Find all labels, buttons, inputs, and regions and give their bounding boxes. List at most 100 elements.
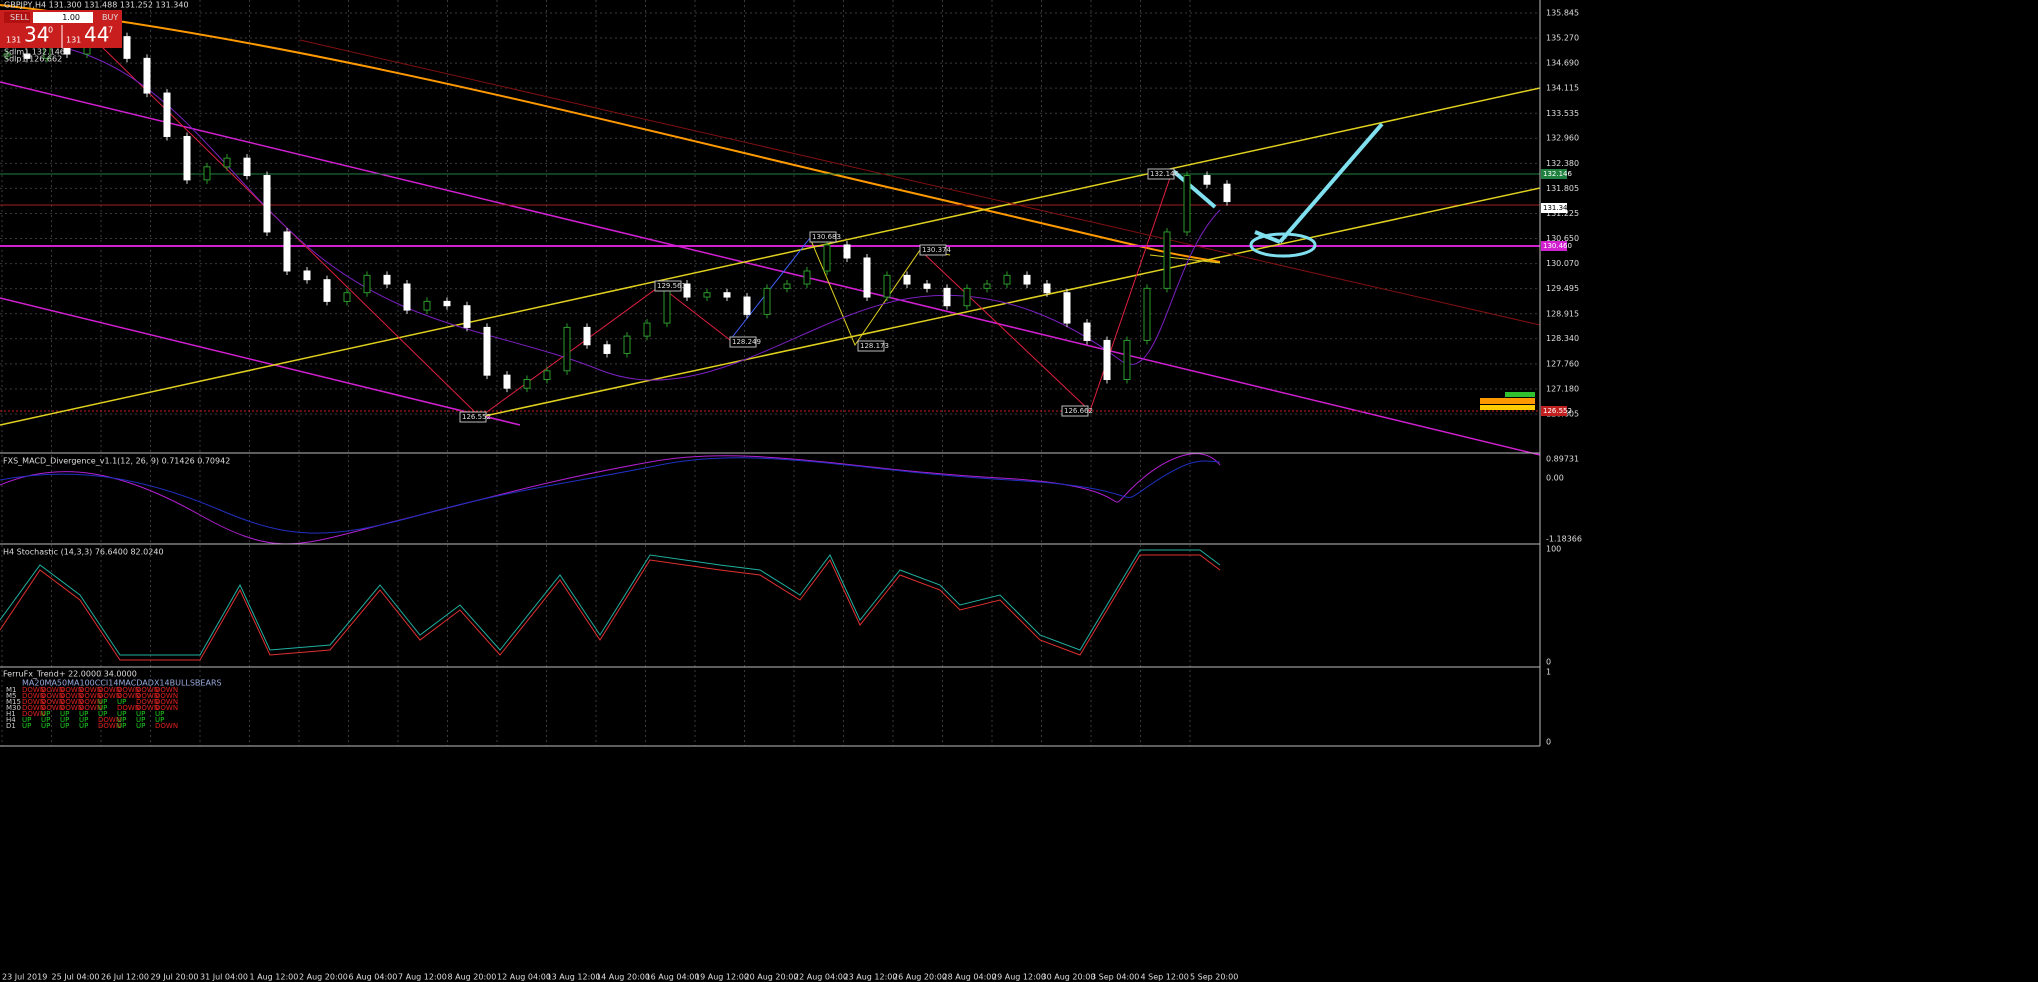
trend-cell: UP	[60, 710, 69, 718]
price-marker: 128.173	[860, 342, 889, 350]
candle	[783, 283, 791, 289]
trend-cell: DOWN	[22, 704, 45, 712]
price-tick-label: 127.180	[1546, 385, 1579, 394]
time-tick-label: 4 Sep 12:00	[1141, 973, 1189, 982]
trend-cell: UP	[136, 716, 145, 724]
indicator-curves	[0, 453, 1221, 661]
axis-badge-label: 126.552	[1543, 407, 1572, 415]
trend-cell: UP	[79, 710, 88, 718]
lot-field[interactable]	[33, 12, 93, 23]
price-marker-box	[729, 336, 757, 348]
time-tick-label: 28 Aug 04:00	[943, 973, 997, 982]
grid	[0, 0, 1540, 746]
price-marker-box	[919, 244, 947, 256]
price-tick-label: 134.690	[1546, 59, 1579, 68]
trend-cell: DOWN	[79, 704, 102, 712]
candle	[1103, 339, 1111, 380]
price-tick-label: 128.915	[1546, 309, 1579, 318]
candle	[403, 283, 411, 311]
time-tick-label: 26 Jul 12:00	[101, 973, 149, 982]
price-marker-box	[654, 280, 682, 292]
candle	[983, 283, 991, 289]
price-tick-label: 133.535	[1546, 109, 1579, 118]
time-tick-label: 8 Aug 20:00	[448, 973, 497, 982]
candle	[183, 135, 191, 181]
time-tick-label: 30 Aug 20:00	[1042, 973, 1096, 982]
trend-cell: DOWN	[79, 692, 102, 700]
timeframe: H1	[6, 710, 16, 718]
trend-axis-label: 0	[1546, 738, 1551, 747]
price-tick-label: 131.225	[1546, 209, 1579, 218]
price-tick-label: 127.760	[1546, 359, 1579, 368]
price-tick-label: 130.650	[1546, 234, 1579, 243]
price-tick-label: 130.070	[1546, 259, 1579, 268]
trend-cell: DOWN	[98, 722, 121, 730]
candle	[283, 231, 291, 272]
candle	[1223, 183, 1231, 203]
trend-cell: UP	[98, 704, 107, 712]
trend-cell: UP	[79, 722, 88, 730]
candle	[1143, 287, 1151, 341]
price-marker: 132.146	[1150, 170, 1179, 178]
trend-cell: DOWN	[117, 686, 140, 694]
trend-cell: DOWN	[41, 698, 64, 706]
price-marker: 126.662	[1064, 407, 1093, 415]
candle	[1003, 274, 1011, 285]
candle	[863, 257, 871, 298]
candle	[1063, 292, 1071, 324]
trend-cell: DOWN	[79, 698, 102, 706]
sell-label[interactable]: SELL	[10, 13, 30, 22]
lot-value[interactable]: 1.00	[62, 13, 80, 22]
trend-cell: UP	[136, 710, 145, 718]
macd-title: FXS_MACD_Divergence_v1.1(12, 26, 9) 0.71…	[3, 457, 230, 466]
candle	[143, 57, 151, 94]
buy-label[interactable]: BUY	[102, 13, 118, 22]
stoch-axis-label: 100	[1546, 545, 1561, 554]
trend-cell: DOWN	[98, 686, 121, 694]
axis-badge	[1541, 169, 1567, 179]
trend-cell: DOWN	[136, 704, 159, 712]
trend-cell: DOWN	[155, 722, 178, 730]
trend-cell: DOWN	[22, 710, 45, 718]
trend-cell: DOWN	[22, 686, 45, 694]
trend-cell: DOWN	[155, 686, 178, 694]
price-tick-label: 131.805	[1546, 184, 1579, 193]
trend-cell: DOWN	[60, 704, 83, 712]
candle	[203, 166, 211, 181]
trend-cell: UP	[22, 716, 31, 724]
trend-cell: UP	[60, 716, 69, 724]
timeframe: M15	[6, 698, 21, 706]
time-tick-label: 2 Aug 20:00	[299, 973, 348, 982]
sell-button[interactable]	[4, 12, 30, 23]
candle	[1083, 322, 1091, 341]
trend-cell: DOWN	[155, 704, 178, 712]
candle	[343, 292, 351, 302]
price-marker: 129.561	[657, 282, 686, 290]
price-marker: 128.249	[732, 338, 761, 346]
time-tick-label: 26 Aug 20:00	[893, 973, 947, 982]
macd-axis-label: 0.00	[1546, 474, 1564, 483]
trend-cell: UP	[117, 710, 126, 718]
candle	[363, 274, 371, 294]
trend-cell: UP	[60, 722, 69, 730]
trend-axis-label: 1	[1546, 668, 1551, 677]
time-tick-label: 14 Aug 20:00	[596, 973, 650, 982]
candle	[803, 270, 811, 285]
candle	[1123, 339, 1131, 380]
trend-cell: UP	[117, 722, 126, 730]
price-tick-label: 135.845	[1546, 9, 1579, 18]
trend-cell: DOWN	[155, 698, 178, 706]
overlays: 135.845 135.270 134.690 134.115 133.535 132.9…	[2, 9, 1582, 982]
trend-cell: UP	[155, 710, 164, 718]
timeframe: D1	[6, 722, 16, 730]
axis-badge	[1541, 241, 1567, 251]
candle	[1203, 175, 1211, 185]
price-tick-label: 132.960	[1546, 134, 1579, 143]
candle	[123, 36, 131, 59]
price-marker: 130.683	[812, 233, 841, 241]
stoch-axis-label: 0	[1546, 658, 1551, 667]
candle	[443, 300, 451, 307]
candle	[223, 157, 231, 168]
candle	[843, 244, 851, 259]
